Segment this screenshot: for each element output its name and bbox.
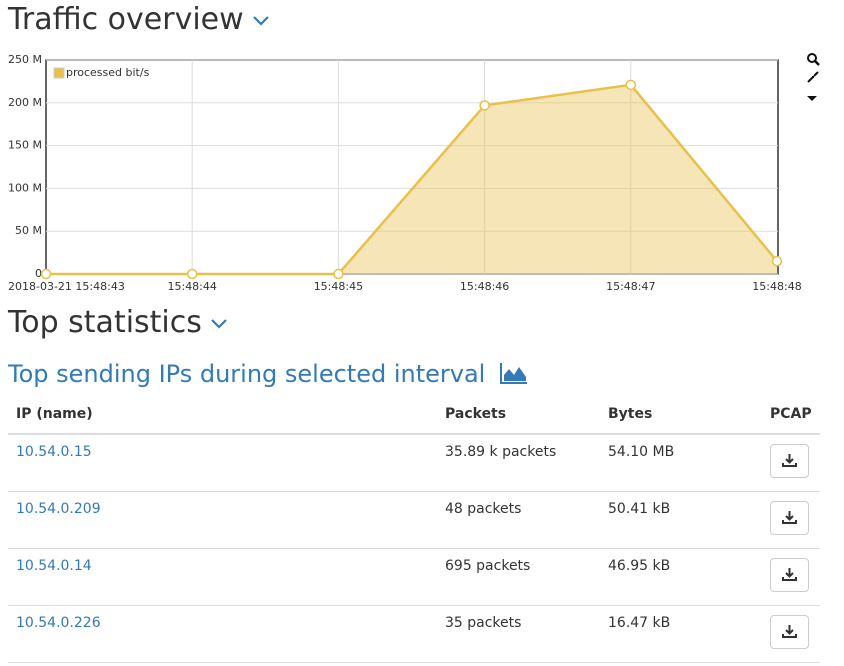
x-tick-label: 15:48:46 [460, 280, 509, 293]
column-header: IP (name) [16, 406, 93, 422]
chart-icon[interactable] [499, 361, 529, 385]
y-tick-label: 250 M [8, 53, 42, 66]
ip-link[interactable]: 10.54.0.15 [16, 444, 92, 460]
collapse-toggle[interactable] [210, 318, 228, 330]
point [40, 268, 52, 280]
line [46, 83, 778, 276]
y-tick-label: 0 [35, 267, 42, 280]
download-icon [782, 568, 797, 581]
bytes: 54.10 MB [608, 444, 675, 460]
row-separator [8, 491, 820, 492]
x-tick-label: 15:48:47 [606, 280, 655, 293]
packets: 35 packets [445, 615, 522, 631]
x-tick-label: 2018-03-21 15:48:43 [8, 280, 125, 293]
y-tick-label: 100 M [8, 181, 42, 194]
traffic-heading: Traffic overview [8, 2, 270, 37]
collapse-toggle[interactable] [252, 15, 270, 27]
zoom-tool[interactable] [807, 53, 820, 66]
x-tick-label: 15:48:44 [167, 280, 216, 293]
point [186, 268, 198, 280]
point [479, 100, 490, 111]
download-icon [782, 625, 797, 638]
area [46, 84, 777, 274]
reset-zoom-tool[interactable] [807, 71, 819, 83]
packets: 695 packets [445, 558, 531, 574]
column-header: PCAP [770, 406, 812, 422]
y-tick-label: 200 M [8, 96, 42, 109]
pcap-download-button[interactable] [770, 558, 809, 592]
pcap-download-button[interactable] [770, 501, 809, 535]
x-tick-label: 15:48:45 [314, 280, 363, 293]
point [771, 255, 783, 267]
x-tick-label: 15:48:48 [752, 280, 801, 293]
statistics-subtitle-row: Top sending IPs during selected interval [8, 360, 529, 388]
bytes: 50.41 kB [608, 501, 671, 517]
download-icon [782, 511, 797, 524]
ip-link[interactable]: 10.54.0.226 [16, 615, 101, 631]
legend-label: processed bit/s [66, 66, 150, 79]
ip-link[interactable]: 10.54.0.14 [16, 558, 92, 574]
chart: 0 50 M 100 M 150 M 200 M 250 M 2018-03-21 15:4… [8, 53, 820, 293]
plot-frame [45, 59, 779, 275]
point [333, 268, 344, 280]
packets: 48 packets [445, 501, 522, 517]
bytes: 16.47 kB [608, 615, 671, 631]
download-icon [782, 454, 797, 467]
column-header: Bytes [608, 406, 653, 422]
bytes: 46.95 kB [608, 558, 671, 574]
packets: 35.89 k packets [445, 444, 557, 460]
statistics-subtitle: Top sending IPs during selected interval [8, 360, 486, 388]
ip-link[interactable]: 10.54.0.209 [16, 501, 101, 517]
pcap-download-button[interactable] [770, 615, 809, 649]
y-tick-label: 50 M [15, 224, 42, 237]
point [625, 79, 637, 91]
statistics-heading: Top statistics [8, 305, 228, 340]
traffic-title: Traffic overview [8, 2, 244, 37]
y-tick-label: 150 M [8, 139, 42, 152]
statistics-title: Top statistics [8, 305, 202, 340]
legend-swatch [53, 67, 65, 79]
row-separator [8, 662, 820, 663]
pcap-download-button[interactable] [770, 444, 809, 478]
row-separator [8, 548, 820, 549]
column-header: Packets [445, 406, 507, 422]
header-separator [8, 433, 820, 435]
row-separator [8, 605, 820, 606]
menu-caret[interactable] [807, 96, 817, 101]
